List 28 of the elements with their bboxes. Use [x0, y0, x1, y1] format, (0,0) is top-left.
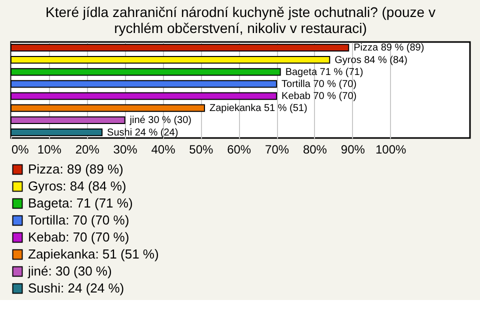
data-label: Kebab 70 % (70): [282, 91, 357, 102]
legend-label: Sushi: 24 (24 %): [28, 280, 124, 296]
legend-label: Tortilla: 70 (70 %): [28, 212, 130, 228]
x-tick-label: 30%: [113, 142, 138, 156]
chart-title: Které jídla zahraniční národní kuchyně jste ochutnali? (pouze v rychlém občerstvení, nikoliv v restauraci): [46, 4, 436, 36]
data-label: Sushi 24 % (24): [107, 127, 178, 138]
data-label: Gyros 84 % (84): [334, 54, 408, 66]
x-tick-label: 40%: [151, 142, 176, 156]
data-label: Tortilla 70 % (70): [282, 78, 357, 90]
data-label: Bageta 71 % (71): [285, 66, 364, 78]
x-tick-label: 60%: [227, 142, 252, 156]
legend-label: Pizza: 89 (89 %): [28, 162, 124, 176]
data-label: jiné 30 % (30): [128, 115, 192, 126]
x-tick-label: 100%: [375, 142, 407, 156]
data-label: Zapiekanka 51 % (51): [209, 103, 308, 114]
data-label: Pizza 89 % (89): [354, 42, 424, 54]
legend-label: jiné: 30 (30 %): [27, 264, 112, 278]
x-tick-label: 50%: [189, 142, 214, 156]
legend-label: Zapiekanka: 51 (51 %): [28, 246, 159, 262]
legend-label: Kebab: 70 (70 %): [28, 230, 130, 244]
x-tick-label: 10%: [37, 142, 62, 156]
x-tick-label: 80%: [302, 142, 328, 156]
x-tick-label: 0%: [12, 142, 30, 156]
legend-label: Gyros: 84 (84 %): [28, 178, 126, 194]
x-tick-label: 20%: [75, 142, 100, 156]
legend-label: Bageta: 71 (71 %): [28, 196, 133, 210]
x-tick-label: 70%: [265, 142, 290, 156]
x-tick-label: 90%: [340, 142, 366, 156]
